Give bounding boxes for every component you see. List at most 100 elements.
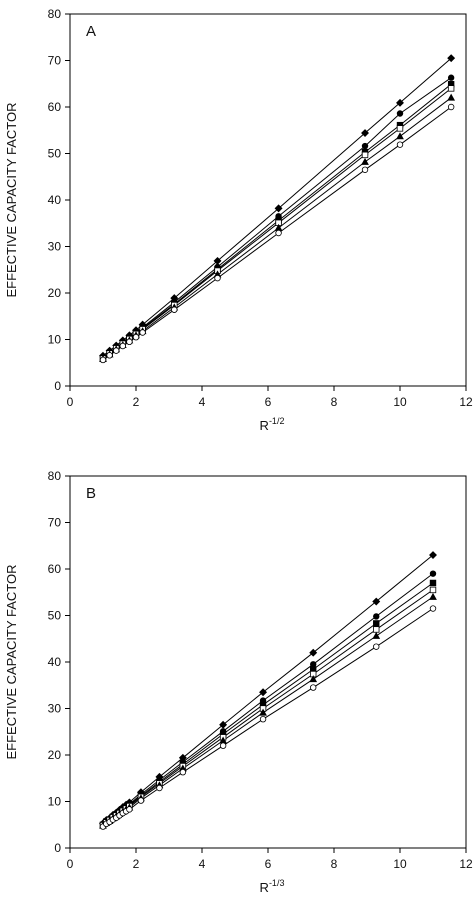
- y-tick-label: 70: [48, 516, 62, 530]
- data-point-open-circle: [373, 643, 380, 650]
- y-tick-label: 40: [48, 193, 62, 207]
- data-point-open-square: [361, 151, 369, 159]
- data-point-open-circle: [139, 329, 146, 336]
- x-tick-label: 10: [393, 857, 407, 871]
- plot-frame: [69, 475, 467, 849]
- panel-label: B: [86, 485, 96, 502]
- data-point-open-circle: [126, 338, 133, 346]
- y-tick-label: 50: [48, 609, 62, 623]
- y-tick-label: 10: [48, 333, 62, 347]
- x-tick-label: 6: [265, 395, 272, 409]
- data-point-diamond: [447, 54, 456, 63]
- series-line: [102, 554, 434, 824]
- x-tick-label: 12: [459, 395, 473, 409]
- data-point-circle: [447, 74, 455, 81]
- data-point-open-circle: [429, 605, 437, 612]
- y-tick-label: 80: [48, 469, 62, 483]
- x-tick-label: 0: [67, 857, 74, 871]
- x-axis-label-base: R: [260, 418, 269, 433]
- data-point-open-circle: [132, 333, 140, 341]
- data-point-open-circle: [361, 166, 369, 173]
- data-point-open-square: [396, 125, 404, 132]
- data-point-open-circle: [171, 306, 178, 313]
- panel-label: A: [86, 23, 96, 40]
- axis-ticks: 0 2 4 6 8 10 12 0 10 20 30 40 50 60 70 80: [48, 7, 473, 409]
- data-point-circle: [396, 110, 404, 117]
- x-tick-label: 2: [133, 857, 140, 871]
- y-tick-label: 20: [48, 748, 62, 762]
- x-tick-label: 8: [331, 395, 338, 409]
- data-point-triangle: [447, 93, 456, 101]
- data-point-square: [429, 579, 437, 587]
- data-point-triangle: [372, 631, 381, 639]
- x-tick-label: 0: [67, 395, 74, 409]
- data-point-triangle: [361, 157, 369, 165]
- x-axis-label: R-1/3: [260, 878, 285, 895]
- data-point-circle: [429, 570, 437, 577]
- data-point-circle: [373, 613, 380, 620]
- data-point-triangle: [396, 132, 404, 140]
- data-point-triangle: [429, 592, 437, 600]
- x-tick-label: 4: [199, 395, 206, 409]
- x-tick-label: 4: [199, 857, 206, 871]
- y-tick-label: 20: [48, 286, 62, 300]
- data-point-open-circle: [447, 103, 455, 111]
- data-point-open-circle: [156, 784, 163, 792]
- y-tick-label: 30: [48, 702, 62, 716]
- chart-panel-a: 0 2 4 6 8 10 12 0 10 20 30 40 50 60 70 80 A EFFECTIVE C…: [4, 7, 473, 433]
- y-tick-label: 80: [48, 7, 62, 21]
- data-point-circle: [361, 142, 369, 150]
- x-axis-label: R-1/2: [260, 416, 285, 433]
- data-point-open-circle: [126, 806, 133, 813]
- data-point-open-circle: [214, 274, 221, 282]
- x-tick-label: 8: [331, 857, 338, 871]
- x-axis-label-exponent: -1/2: [269, 416, 285, 426]
- y-axis-label: EFFECTIVE CAPACITY FACTOR: [4, 102, 19, 297]
- plot-frame: [69, 13, 467, 387]
- data-point-open-circle: [112, 347, 120, 354]
- data-point-open-circle: [119, 342, 126, 350]
- data-point-open-square: [373, 626, 380, 633]
- x-tick-label: 12: [459, 857, 473, 871]
- data-point-open-circle: [219, 742, 227, 749]
- series-group: [99, 54, 456, 364]
- data-point-open-circle: [259, 715, 267, 723]
- data-point-diamond: [396, 98, 404, 107]
- data-point-open-circle: [275, 229, 282, 237]
- data-point-open-circle: [310, 684, 317, 691]
- series-line: [102, 608, 434, 827]
- data-point-triangle: [309, 675, 318, 683]
- y-tick-label: 60: [48, 562, 62, 576]
- y-tick-label: 0: [54, 841, 61, 855]
- data-point-diamond: [429, 551, 437, 560]
- y-tick-label: 30: [48, 240, 62, 254]
- data-point-open-circle: [106, 352, 113, 359]
- y-tick-label: 10: [48, 795, 62, 809]
- y-tick-label: 50: [48, 147, 62, 161]
- data-point-open-circle: [137, 797, 145, 804]
- data-point-open-circle: [99, 356, 107, 364]
- series-line: [102, 596, 434, 827]
- x-tick-label: 2: [133, 395, 140, 409]
- data-point-diamond: [309, 648, 318, 657]
- x-tick-label: 10: [393, 395, 407, 409]
- axis-ticks: 0 2 4 6 8 10 12 0 10 20 30 40 50 60 70 80: [48, 469, 473, 871]
- x-tick-label: 6: [265, 857, 272, 871]
- x-axis-label-base: R: [260, 880, 269, 895]
- chart-panel-b: 0 2 4 6 8 10 12 0 10 20 30 40 50 60 70 80 B EFFECTIVE C…: [4, 469, 473, 895]
- y-tick-label: 70: [48, 54, 62, 68]
- data-point-diamond: [259, 688, 268, 697]
- data-point-triangle: [259, 708, 267, 716]
- data-point-open-square: [447, 85, 455, 92]
- data-point-diamond: [274, 204, 283, 213]
- x-axis-label-exponent: -1/3: [269, 878, 285, 888]
- y-axis-label: EFFECTIVE CAPACITY FACTOR: [4, 564, 19, 759]
- y-tick-label: 60: [48, 100, 62, 114]
- data-point-open-circle: [396, 141, 404, 148]
- data-point-open-circle: [179, 769, 187, 776]
- y-tick-label: 40: [48, 655, 62, 669]
- y-tick-label: 0: [54, 379, 61, 393]
- data-point-diamond: [361, 129, 369, 138]
